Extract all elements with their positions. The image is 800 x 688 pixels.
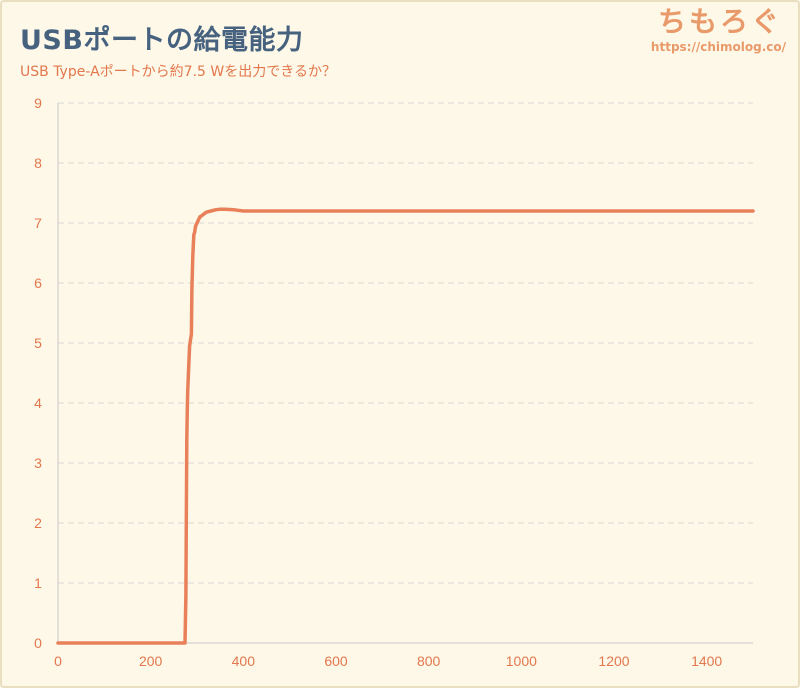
x-tick-label: 1200 — [598, 653, 629, 669]
grid-layer — [58, 102, 753, 584]
series-line — [56, 207, 755, 645]
y-tick-label: 2 — [34, 515, 42, 531]
x-tick-label: 200 — [139, 653, 163, 669]
ticks-layer: 0 1 2 3 4 5 6 7 8 9 0 200 400 600 800 1000 1200 1400 — [34, 95, 722, 669]
site-url: https://chimolog.co/ — [650, 40, 786, 54]
y-tick-label: 0 — [34, 635, 42, 651]
site-logo: ちもろぐ — [657, 5, 782, 38]
x-tick-label: 0 — [54, 653, 62, 669]
x-tick-label: 400 — [232, 653, 256, 669]
y-tick-label: 4 — [34, 395, 42, 411]
y-tick-label: 6 — [34, 275, 42, 291]
x-tick-label: 1400 — [691, 653, 722, 669]
y-tick-label: 7 — [34, 215, 42, 231]
x-tick-label: 600 — [324, 653, 348, 669]
chart-subtitle: USB Type-Aポートから約7.5 Wを出力できるか？ — [20, 64, 336, 80]
y-tick-label: 9 — [34, 95, 42, 111]
y-tick-label: 1 — [34, 575, 42, 591]
y-tick-label: 8 — [34, 155, 42, 171]
y-tick-label: 5 — [34, 335, 42, 351]
chart-title: USBポートの給電能力 — [20, 25, 304, 56]
x-tick-label: 800 — [417, 653, 441, 669]
y-tick-label: 3 — [34, 455, 42, 471]
series-layer — [56, 207, 755, 645]
x-tick-label: 1000 — [506, 653, 537, 669]
axes-layer — [57, 103, 753, 644]
